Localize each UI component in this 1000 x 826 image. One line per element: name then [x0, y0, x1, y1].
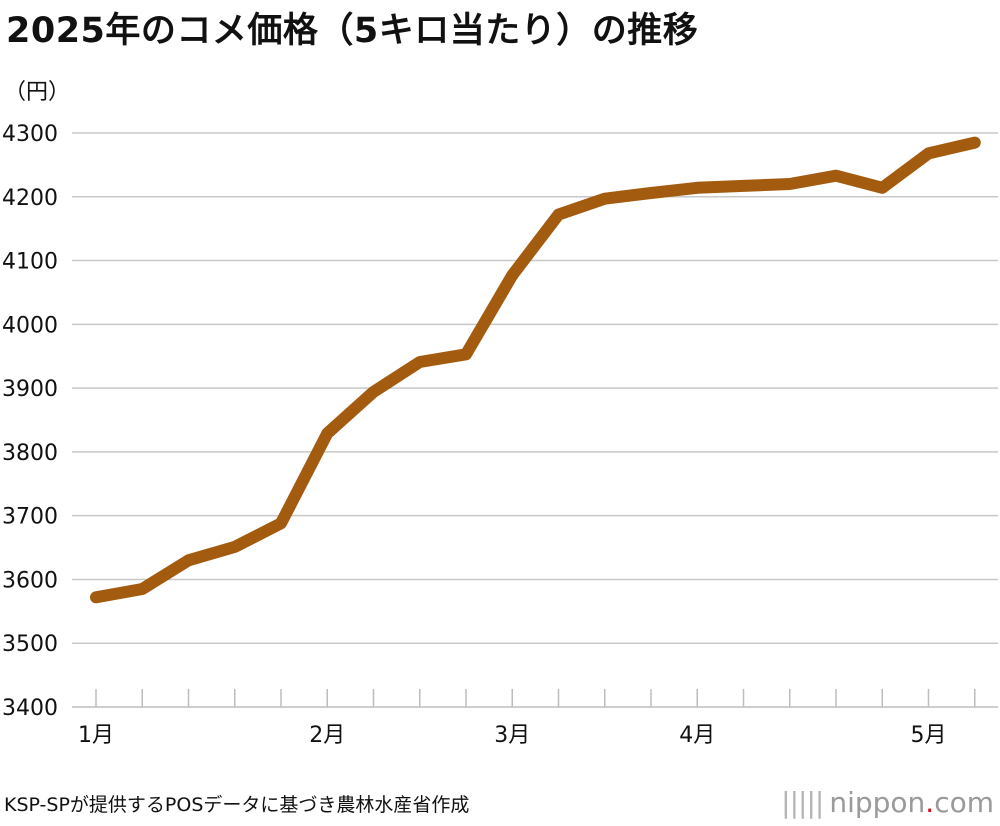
series-line — [90, 136, 981, 604]
data-point — [418, 360, 421, 363]
data-point — [95, 596, 97, 599]
grid-lines — [72, 132, 998, 708]
y-tick-label: 3800 — [2, 441, 58, 466]
data-point — [650, 191, 652, 194]
data-point — [973, 141, 976, 144]
x-tick-label: 4月 — [679, 723, 715, 748]
data-point — [326, 432, 329, 435]
data-point — [233, 545, 236, 548]
y-tick-labels: 4300 4200 4100 4000 3900 3800 3700 3600 3500 3400 — [2, 122, 58, 721]
y-tick-label: 3900 — [2, 377, 58, 402]
data-point — [881, 186, 884, 189]
chart-title: 2025年のコメ価格（5キロ当たり）の推移 — [6, 11, 699, 51]
brand-bars-icon: ||||| — [781, 786, 824, 819]
y-tick-label: 3500 — [2, 632, 58, 657]
data-point — [788, 183, 791, 186]
x-tick-label: 5月 — [911, 723, 947, 748]
data-point — [742, 184, 745, 187]
data-point — [280, 522, 282, 525]
brand-name: nippon — [829, 786, 926, 819]
data-point — [927, 152, 930, 155]
data-point — [557, 213, 560, 216]
x-tick-label: 3月 — [494, 723, 530, 748]
y-tick-label: 3400 — [2, 696, 58, 721]
data-point — [835, 174, 837, 177]
brand-suffix: com — [934, 786, 994, 819]
y-tick-label: 4000 — [2, 313, 58, 338]
data-point — [141, 588, 144, 591]
x-tick-label: 1月 — [78, 723, 114, 748]
source-note: KSP-SPが提供するPOSデータに基づき農林水産省作成 — [4, 794, 470, 816]
series-layer — [90, 136, 981, 604]
line-chart: 4300 4200 4100 4000 3900 3800 3700 3600 3500 3400… — [2, 122, 998, 748]
data-point — [511, 274, 514, 277]
x-tick-label: 2月 — [309, 723, 345, 748]
data-point — [372, 390, 375, 393]
data-point — [696, 186, 699, 189]
y-tick-label: 3600 — [2, 568, 58, 593]
y-axis-unit-label: （円） — [4, 80, 71, 105]
y-tick-label: 3700 — [2, 505, 58, 530]
data-point — [603, 197, 606, 200]
y-tick-label: 4100 — [2, 250, 58, 275]
y-tick-label: 4300 — [2, 122, 58, 147]
y-tick-label: 4200 — [2, 186, 58, 211]
x-axis-ticks — [95, 689, 976, 707]
brand-logo[interactable]: ||||| nippon.com — [781, 786, 994, 819]
data-point — [465, 353, 467, 356]
data-point — [187, 559, 190, 562]
brand-dot: . — [925, 786, 935, 819]
x-tick-labels: 1月 2月 3月 4月 5月 — [78, 723, 947, 748]
